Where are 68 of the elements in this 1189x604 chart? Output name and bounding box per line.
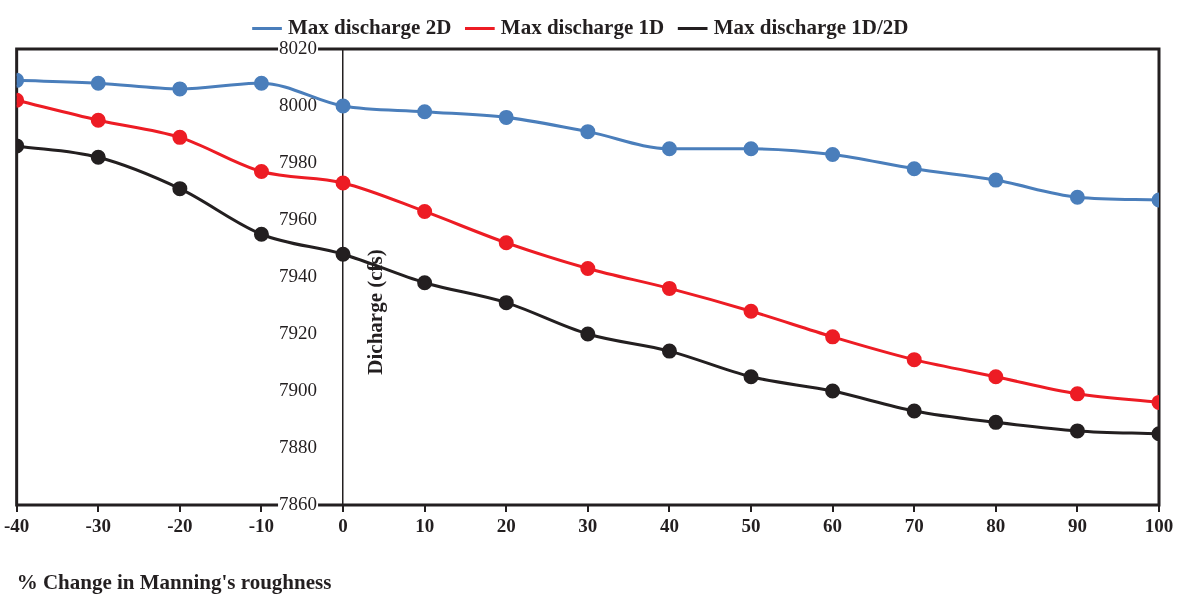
point [90,149,106,165]
point [498,109,514,125]
x-tick-label: 10 [415,515,435,537]
point [580,326,596,342]
point [335,246,351,262]
y-tick-label: 7880 [279,435,318,457]
y-tick-label: 7860 [279,492,318,514]
point [417,104,433,120]
point [661,280,677,296]
point [743,369,759,385]
point [580,260,596,276]
x-tick-label: 50 [741,515,761,537]
point [1069,423,1085,439]
y-tick-label: 7940 [279,264,318,286]
point [988,172,1004,188]
y-tick-label: 7920 [279,321,318,343]
x-axis-title: % Change in Manning's roughness [16,569,332,594]
point [743,303,759,319]
point [988,414,1004,430]
point [825,329,841,345]
x-tick-label: -40 [4,515,30,537]
point [1069,386,1085,402]
point [906,352,922,368]
point [172,181,188,197]
point [417,275,433,291]
x-tick-label: 70 [904,515,924,537]
y-tick-label: 8020 [279,36,318,58]
point [743,141,759,157]
y-axis-title: Dicharge (cfs) [363,249,388,375]
point [825,383,841,399]
point [580,124,596,140]
point [335,98,351,114]
x-tick-label: -30 [85,515,111,537]
point [988,369,1004,385]
point [498,295,514,311]
point [253,226,269,242]
x-tick-label: -10 [248,515,275,537]
point [253,75,269,91]
legend-label: Max discharge 2D [288,14,452,39]
point [172,81,188,97]
x-tick-label: 20 [496,515,516,537]
y-tick-label: 7960 [279,207,318,229]
x-tick-label: 0 [338,515,348,537]
point [661,141,677,157]
point [906,161,922,177]
x-tick-label: 90 [1067,515,1087,537]
point [825,146,841,162]
y-tick-label: 7980 [279,150,318,172]
point [335,175,351,191]
point [661,343,677,359]
point [906,403,922,419]
y-tick-label: 7900 [279,378,318,400]
point [90,112,106,128]
y-tick-label: 8000 [279,93,318,115]
legend-label: Max discharge 1D/2D [713,14,909,39]
x-tick-label: 80 [986,515,1006,537]
x-tick-label: 40 [659,515,679,537]
x-tick-label: 60 [823,515,843,537]
point [417,203,433,219]
point [90,75,106,91]
x-tick-label: -20 [167,515,193,537]
x-tick-label: 30 [578,515,598,537]
point [498,235,514,251]
point [253,164,269,180]
x-tick-label: 100 [1144,515,1174,537]
legend-label: Max discharge 1D [500,14,665,39]
point [1069,189,1085,205]
point [172,129,188,145]
